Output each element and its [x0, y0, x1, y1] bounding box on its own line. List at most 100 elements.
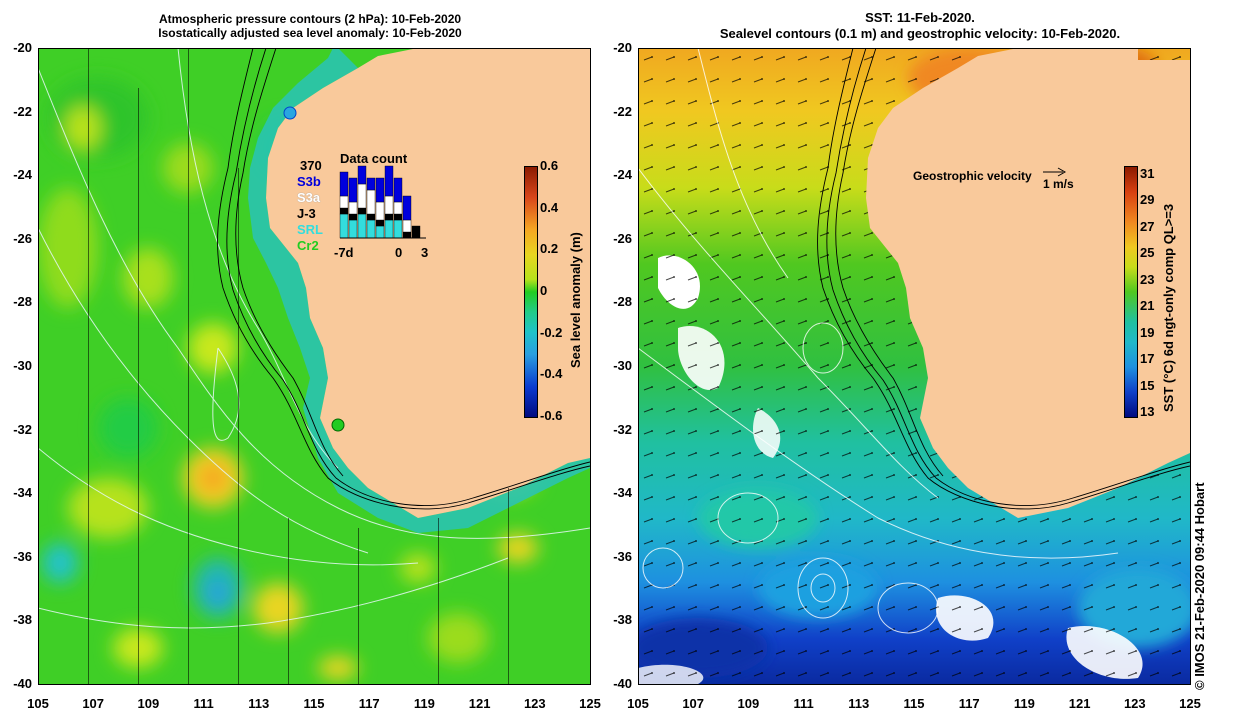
lat-label: -26 [13, 230, 32, 246]
sea-level-anomaly-map[interactable] [38, 48, 590, 684]
colorbar-tick-label: 0.4 [540, 199, 559, 215]
histogram-bar-segment [375, 225, 385, 239]
lat-label: -36 [13, 548, 32, 564]
data-count-x-start: -7d [334, 245, 354, 260]
histogram-bar-segment [384, 219, 394, 239]
lon-label: 119 [1013, 696, 1035, 711]
colorbar-tick-label: 29 [1140, 192, 1155, 208]
colorbar-tick-label: 13 [1140, 404, 1155, 419]
lat-label: -38 [613, 612, 632, 628]
lat-label: -24 [13, 167, 32, 183]
lat-label: -22 [13, 103, 32, 119]
left-title-line2: Isostatically adjusted sea level anomaly… [158, 26, 462, 40]
right-map-title: SST: 11-Feb-2020. Sealevel contours (0.1… [640, 10, 1200, 42]
sea-level-contours [638, 48, 1119, 634]
left-map-title: Atmospheric pressure contours (2 hPa): 1… [60, 12, 560, 40]
lon-label: 121 [1068, 696, 1091, 711]
data-count-max: 370 [300, 158, 322, 173]
lat-label: -22 [613, 103, 632, 119]
lon-label: 117 [958, 696, 980, 711]
colorbar-tick-label: 27 [1140, 218, 1155, 234]
lon-label: 111 [793, 696, 814, 711]
histogram-bars [339, 165, 421, 239]
histogram-bar-segment [393, 213, 403, 221]
histogram-bar-segment [393, 201, 403, 215]
satellite-legend-item: J-3 [297, 206, 316, 221]
histogram-bar-segment [366, 177, 376, 191]
lat-label: -26 [613, 230, 632, 246]
satellite-legend-item: Cr2 [297, 238, 319, 253]
lon-label: 117 [358, 696, 380, 711]
lat-label: -36 [613, 548, 632, 564]
colorbar-tick-label: 25 [1140, 245, 1155, 261]
colorbar-tick-label: -0.6 [540, 408, 563, 423]
tide-gauge-marker[interactable] [331, 418, 345, 432]
sst-map-svg [638, 48, 1190, 684]
data-count-title: Data count [340, 151, 408, 166]
right-title-line1: SST: 11-Feb-2020. [865, 10, 975, 25]
histogram-bar-segment [348, 219, 358, 239]
lon-label: 113 [848, 696, 870, 711]
lat-label: -30 [613, 358, 632, 373]
colorbar-tick-label: 0.2 [540, 241, 559, 257]
histogram-bar-segment [357, 207, 367, 215]
sla-map-svg [38, 48, 590, 684]
data-count-x-end: 3 [421, 245, 429, 260]
lat-label: -40 [613, 676, 632, 691]
lon-label: 107 [682, 696, 705, 711]
histogram-bar-segment [384, 165, 394, 197]
histogram-bar-segment [357, 183, 367, 209]
lon-label: 105 [627, 696, 649, 711]
lat-label: -20 [13, 40, 32, 55]
lon-label: 119 [413, 696, 435, 711]
tide-gauge-marker[interactable] [283, 106, 297, 120]
sst-colorbar-title: SST (°C) 6d ngt-only comp QL>=3 [1161, 203, 1176, 412]
lat-label: -34 [13, 485, 32, 501]
histogram-bar-segment [339, 195, 349, 209]
australia-landmass [866, 48, 1190, 518]
altimeter-tracks [88, 48, 509, 684]
lon-label: 121 [468, 696, 491, 711]
histogram-bar-segment [339, 171, 349, 197]
histogram-bar-segment [375, 201, 385, 221]
histogram-bar-segment [393, 219, 403, 239]
lat-label: -34 [613, 485, 632, 501]
lon-label: 107 [82, 696, 105, 711]
data-count-histogram [339, 165, 426, 239]
data-count-x-zero: 0 [395, 245, 403, 260]
lat-label: -32 [13, 421, 32, 437]
sst-map[interactable] [638, 48, 1190, 684]
lon-label: 123 [1123, 696, 1146, 711]
histogram-bar-segment [357, 213, 367, 239]
colorbar-tick-label: 0.6 [540, 158, 559, 173]
histogram-bar-segment [384, 195, 394, 215]
lat-label: -40 [13, 676, 32, 691]
colorbar-tick-label: 17 [1140, 351, 1155, 367]
lon-label: 113 [248, 696, 270, 711]
bathymetry-contours [817, 48, 1190, 510]
lon-label: 115 [903, 696, 925, 711]
histogram-bar-segment [402, 231, 412, 239]
colorbar-tick-label: -0.2 [540, 324, 563, 340]
lon-label: 115 [303, 696, 325, 711]
histogram-bar-segment [339, 213, 349, 239]
sla-colorbar-title: Sea level anomaly (m) [568, 232, 583, 368]
histogram-bar-segment [393, 177, 403, 203]
satellite-legend-item: S3a [297, 190, 321, 205]
histogram-bar-segment [375, 219, 385, 227]
bathymetry-contours [217, 48, 590, 510]
colorbar-tick-label: 19 [1140, 324, 1155, 340]
lat-label: -24 [613, 167, 632, 183]
velocity-scale-arrow [1043, 167, 1067, 177]
histogram-bar-segment [339, 207, 349, 215]
lat-label: -28 [613, 294, 632, 310]
lat-label: -32 [613, 421, 632, 437]
histogram-bar-segment [348, 177, 358, 203]
lat-label: -30 [13, 358, 32, 373]
colorbar-tick-label: 15 [1140, 377, 1155, 393]
histogram-bar-segment [402, 195, 412, 221]
lat-label: -28 [13, 294, 32, 310]
lon-label: 123 [523, 696, 546, 711]
lon-label: 105 [27, 696, 49, 711]
histogram-bar-segment [366, 219, 376, 239]
